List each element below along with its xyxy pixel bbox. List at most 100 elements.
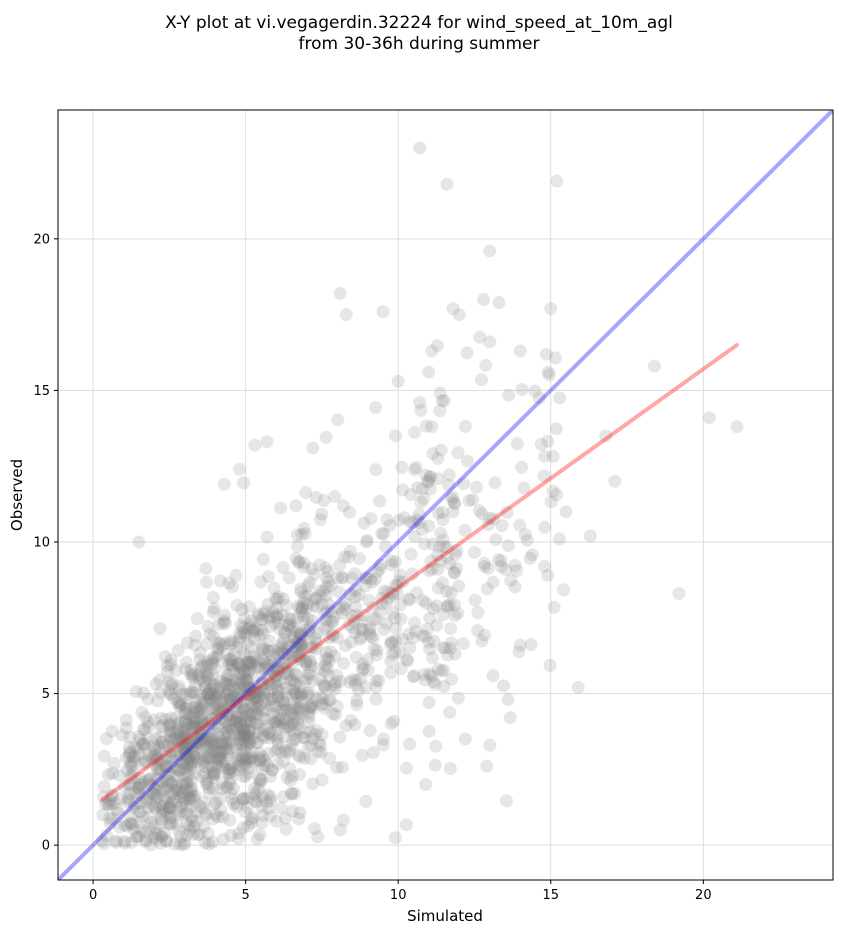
scatter-point <box>265 763 279 777</box>
scatter-point <box>203 627 217 641</box>
scatter-point <box>171 717 185 731</box>
scatter-point <box>239 728 253 742</box>
scatter-point <box>384 654 398 668</box>
scatter-point <box>201 658 215 672</box>
scatter-point <box>237 680 251 694</box>
scatter-point <box>287 684 301 698</box>
scatter-point <box>168 837 182 851</box>
scatter-point <box>276 754 290 768</box>
scatter-point <box>180 741 194 755</box>
scatter-point <box>261 570 275 583</box>
scatter-point <box>383 519 397 532</box>
y-axis-ticks: 0 5 10 15 20 <box>33 232 58 854</box>
scatter-point <box>131 742 145 756</box>
scatter-point <box>542 368 556 382</box>
scatter-point <box>201 747 215 761</box>
scatter-point <box>197 820 211 834</box>
scatter-point <box>157 753 171 766</box>
scatter-point <box>192 733 206 747</box>
scatter-point <box>174 830 188 844</box>
scatter-point <box>239 751 253 765</box>
scatter-point <box>437 680 451 693</box>
scatter-point <box>291 555 305 569</box>
scatter-point <box>204 712 218 726</box>
scatter-point <box>123 745 137 759</box>
scatter-point <box>144 838 158 852</box>
scatter-point <box>283 720 297 734</box>
scatter-point <box>265 682 279 696</box>
scatter-point <box>382 591 396 605</box>
scatter-point <box>256 790 270 804</box>
scatter-point <box>211 810 225 824</box>
scatter-point <box>234 717 248 731</box>
scatter-point <box>222 763 236 777</box>
scatter-point <box>206 591 220 604</box>
scatter-point <box>427 634 441 648</box>
scatter-point <box>520 533 534 547</box>
scatter-point <box>216 832 230 846</box>
scatter-point <box>123 759 137 773</box>
scatter-point <box>420 622 434 636</box>
scatter-point <box>192 668 205 682</box>
scatter-point <box>212 731 226 745</box>
scatter-point <box>208 661 222 675</box>
scatter-point <box>226 682 240 696</box>
scatter-point <box>233 759 247 773</box>
scatter-point <box>223 813 237 827</box>
scatter-point <box>210 756 224 770</box>
scatter-point <box>257 687 271 701</box>
scatter-point <box>436 513 450 527</box>
scatter-point <box>483 335 497 349</box>
scatter-point <box>451 446 465 460</box>
scatter-point <box>171 763 185 776</box>
scatter-point <box>241 731 255 745</box>
scatter-point <box>336 600 350 614</box>
scatter-point <box>292 748 306 762</box>
scatter-point <box>248 438 262 452</box>
scatter-point <box>271 742 285 756</box>
scatter-point <box>298 624 312 637</box>
scatter-point <box>367 642 381 656</box>
scatter-point <box>480 582 494 596</box>
scatter-point <box>177 743 191 757</box>
scatter-point <box>269 669 283 683</box>
scatter-point <box>349 608 363 622</box>
scatter-point <box>120 819 134 833</box>
scatter-point <box>318 621 331 635</box>
scatter-point <box>207 767 221 781</box>
scatter-point <box>326 629 340 643</box>
scatter-point <box>375 527 389 541</box>
scatter-point <box>262 634 276 648</box>
scatter-point <box>256 628 270 641</box>
scatter-point <box>136 737 150 751</box>
scatter-point <box>309 490 323 504</box>
scatter-point <box>205 731 219 745</box>
scatter-point <box>125 818 139 832</box>
scatter-point <box>218 761 232 775</box>
scatter-point <box>217 731 231 745</box>
scatter-point <box>369 674 383 688</box>
scatter-point <box>102 798 116 812</box>
scatter-point <box>151 739 165 753</box>
scatter-point <box>452 308 466 322</box>
scatter-point <box>294 582 307 596</box>
scatter-point <box>168 732 182 746</box>
scatter-point <box>548 351 562 365</box>
scatter-point <box>124 771 138 785</box>
scatter-point <box>183 792 197 806</box>
scatter-point <box>243 655 257 669</box>
scatter-point <box>220 668 234 682</box>
scatter-point <box>178 731 192 745</box>
scatter-point <box>329 708 343 722</box>
scatter-point <box>195 661 209 674</box>
scatter-point <box>144 772 158 785</box>
scatter-point <box>257 695 271 709</box>
scatter-point <box>180 757 194 771</box>
scatter-point <box>232 832 246 846</box>
scatter-point <box>192 673 206 687</box>
scatter-point <box>214 782 228 796</box>
scatter-point <box>404 547 418 561</box>
scatter-point <box>391 374 405 388</box>
scatter-point <box>318 658 332 672</box>
scatter-point <box>283 743 297 757</box>
